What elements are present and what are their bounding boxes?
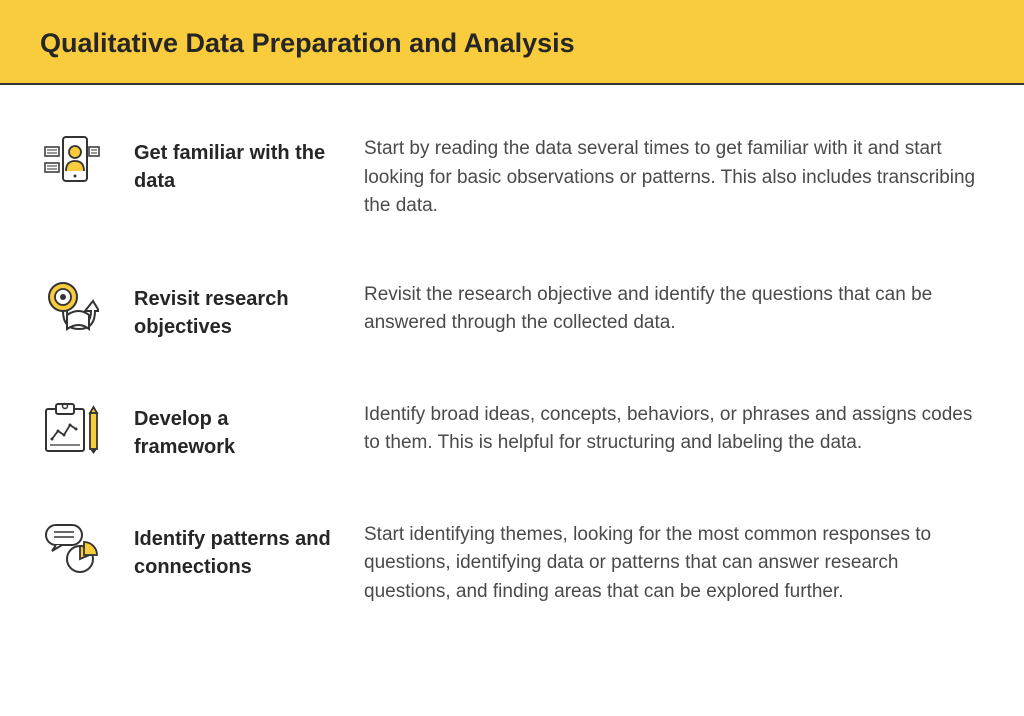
item-label: Develop a framework xyxy=(134,401,334,461)
user-phone-icon xyxy=(40,135,104,187)
list-item: Get familiar with the data Start by read… xyxy=(40,135,984,221)
page-title: Qualitative Data Preparation and Analysi… xyxy=(40,28,984,59)
item-description: Identify broad ideas, concepts, behavior… xyxy=(364,401,984,458)
item-description: Start identifying themes, looking for th… xyxy=(364,521,984,607)
target-arrow-icon xyxy=(40,281,104,335)
header-banner: Qualitative Data Preparation and Analysi… xyxy=(0,0,1024,85)
content-list: Get familiar with the data Start by read… xyxy=(0,85,1024,626)
item-description: Start by reading the data several times … xyxy=(364,135,984,221)
list-item: Revisit research objectives Revisit the … xyxy=(40,281,984,341)
list-item: Identify patterns and connections Start … xyxy=(40,521,984,607)
item-description: Revisit the research objective and ident… xyxy=(364,281,984,338)
item-label: Revisit research objectives xyxy=(134,281,334,341)
list-item: Develop a framework Identify broad ideas… xyxy=(40,401,984,461)
chat-pie-icon xyxy=(40,521,104,575)
item-label: Identify patterns and connections xyxy=(134,521,334,581)
clipboard-chart-icon xyxy=(40,401,104,455)
item-label: Get familiar with the data xyxy=(134,135,334,195)
